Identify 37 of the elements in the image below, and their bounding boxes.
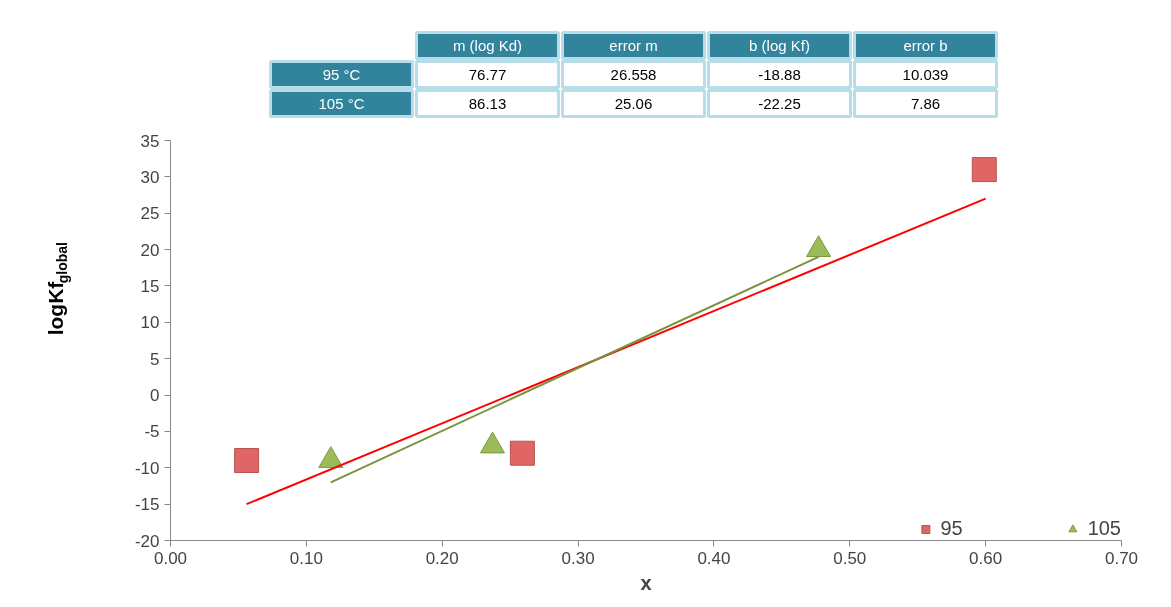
y-tick-label: 15 <box>140 276 160 296</box>
text: 26.558 <box>610 65 657 83</box>
x-tick-label: 0.20 <box>425 548 459 568</box>
text: m (log Kd) <box>452 37 523 54</box>
x-tick-label: 0.50 <box>833 548 867 568</box>
text: 10.039 <box>902 65 949 83</box>
text: -22.25 <box>758 94 801 112</box>
text: 86.13 <box>468 94 507 112</box>
text: 25.06 <box>614 94 653 112</box>
text: 76.77 <box>468 65 507 83</box>
text: -18.88 <box>758 65 801 83</box>
y-tick-label: 35 <box>140 131 160 151</box>
y-tick-label: 25 <box>140 204 160 224</box>
text: 7.86 <box>910 94 941 112</box>
x-axis-title: x <box>640 571 652 594</box>
x-tick-label: 0.00 <box>153 548 188 568</box>
legend-label: 95 <box>940 517 963 540</box>
y-tick-label: 10 <box>140 313 160 333</box>
y-tick-label: -5 <box>144 422 160 442</box>
x-tick-label: 0.40 <box>697 548 731 568</box>
text: error b <box>903 37 948 54</box>
text: 105 °C <box>318 95 365 112</box>
y-tick-label: 30 <box>140 167 160 187</box>
x-tick-label: 0.10 <box>289 548 323 568</box>
x-tick-label: 0.70 <box>1104 548 1139 568</box>
x-tick-label: 0.30 <box>561 548 595 568</box>
y-tick-label: -15 <box>134 495 160 515</box>
y-tick-label: -10 <box>134 458 160 478</box>
text: b (log Kf) <box>749 37 810 54</box>
legend-label: 105 <box>1087 517 1121 540</box>
y-tick-label: 0 <box>150 386 160 406</box>
y-tick-label: -20 <box>134 531 160 551</box>
text: 95 °C <box>322 66 361 83</box>
y-tick-label: 5 <box>150 349 160 369</box>
x-tick-label: 0.60 <box>969 548 1003 568</box>
text: error m <box>609 37 658 54</box>
y-tick-label: 20 <box>140 240 160 260</box>
